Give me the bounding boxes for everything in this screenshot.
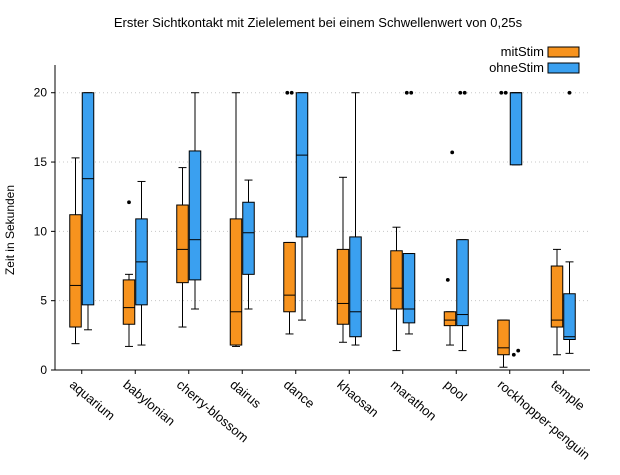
box-mitStim-marathon: [390, 226, 403, 352]
box-ohneStim-dance: [295, 92, 309, 321]
x-tick-label-dance: dance: [281, 377, 318, 411]
box-body: [509, 92, 523, 166]
box-ohneStim-dairus: [242, 179, 255, 310]
box-body: [336, 248, 350, 325]
box-body: [295, 92, 309, 238]
box-body: [176, 204, 189, 284]
box-body: [122, 279, 136, 325]
legend-swatch-mitStim: [547, 46, 580, 58]
box-body: [456, 239, 469, 327]
box-body: [550, 265, 564, 328]
chart-title: Erster Sichtkontakt mit Zielelement bei …: [114, 15, 523, 30]
box-mitStim-dance: [283, 90, 296, 335]
y-axis-label: Zeit in Sekunden: [3, 185, 17, 275]
outlier-point: [516, 348, 521, 353]
outlier-point: [462, 90, 467, 95]
box-mitStim-dairus: [229, 92, 243, 347]
box-ohneStim-khaosan: [349, 92, 362, 346]
outlier-point: [285, 90, 290, 95]
outlier-point: [445, 277, 450, 282]
box-body: [497, 319, 510, 356]
legend-label-ohneStim: ohneStim: [489, 60, 544, 75]
box-ohneStim-babylonian: [135, 180, 148, 346]
y-tick-label: 15: [34, 155, 48, 169]
y-tick-label: 5: [40, 294, 47, 308]
y-tick-label: 0: [40, 363, 47, 377]
legend-label-mitStim: mitStim: [501, 44, 544, 59]
outlier-point: [458, 90, 463, 95]
outlier-point: [289, 90, 294, 95]
box-body: [81, 92, 95, 306]
x-tick-label-marathon: marathon: [388, 377, 440, 424]
box-body: [69, 214, 82, 328]
outlier-point: [450, 150, 455, 155]
outlier-point: [127, 200, 131, 205]
box-body: [402, 253, 416, 324]
outlier-point: [404, 90, 409, 95]
box-ohneStim-rockhopper-penguin: [509, 92, 523, 357]
y-tick-label: 20: [34, 86, 48, 100]
x-tick-label-babylonian: babylonian: [120, 377, 178, 429]
box-ohneStim-aquarium: [81, 92, 95, 331]
x-tick-label-rockhopper-penguin: rockhopper-penguin: [495, 377, 593, 463]
outlier-point: [503, 90, 508, 95]
x-tick-label-aquarium: aquarium: [67, 377, 118, 423]
box-ohneStim-temple: [563, 90, 576, 354]
box-mitStim-pool: [443, 150, 457, 346]
box-body: [283, 241, 296, 313]
box-mitStim-rockhopper-penguin: [497, 90, 510, 368]
box-ohneStim-pool: [456, 90, 469, 352]
box-body: [443, 311, 457, 327]
outlier-point: [409, 90, 414, 95]
outlier-point: [567, 90, 572, 95]
box-mitStim-temple: [550, 248, 564, 356]
outlier-point: [499, 90, 504, 95]
box-body: [188, 150, 202, 281]
box-ohneStim-marathon: [402, 90, 416, 335]
x-tick-label-dairus: dairus: [227, 377, 264, 412]
box-body: [349, 236, 362, 338]
y-tick-label: 10: [34, 224, 48, 238]
box-body: [229, 218, 243, 346]
box-mitStim-aquarium: [69, 157, 82, 345]
x-tick-label-khaosan: khaosan: [334, 377, 381, 420]
box-mitStim-khaosan: [336, 176, 350, 343]
box-body: [242, 201, 255, 275]
box-body: [390, 250, 403, 310]
plot-marks: [69, 90, 576, 368]
box-mitStim-cherry-blossom: [176, 167, 189, 328]
outlier-point: [511, 352, 516, 357]
box-ohneStim-cherry-blossom: [188, 92, 202, 310]
box-body: [563, 293, 576, 340]
legend-swatch-ohneStim: [547, 62, 580, 74]
x-tick-label-temple: temple: [548, 377, 588, 414]
x-tick-label-pool: pool: [441, 377, 470, 404]
box-mitStim-babylonian: [122, 200, 136, 347]
